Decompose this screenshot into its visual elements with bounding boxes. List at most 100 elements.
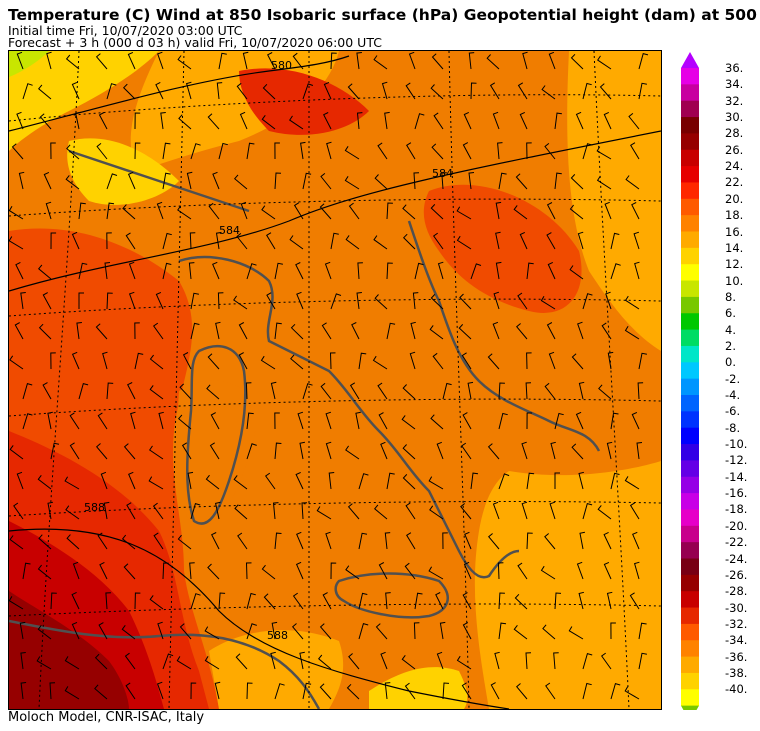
wind-barb (11, 143, 24, 160)
wind-barb (517, 292, 528, 310)
wind-barb (155, 81, 164, 100)
wind-barb (125, 682, 136, 700)
wind-barb (348, 202, 360, 220)
wind-barb (162, 142, 171, 160)
wind-barb (9, 206, 24, 220)
wind-barb (18, 171, 25, 190)
legend-label: 6. (725, 306, 736, 321)
legend-swatch (681, 493, 699, 510)
legend-bottom-arrow (681, 705, 699, 710)
legend-swatch (681, 313, 699, 331)
wind-barb (274, 172, 282, 190)
wind-barb (638, 352, 647, 370)
wind-barb (322, 592, 332, 610)
wind-barb (43, 171, 52, 190)
wind-barb (601, 322, 612, 340)
wind-barb (156, 201, 164, 220)
legend-top-arrow (681, 52, 699, 68)
wind-barb (190, 292, 199, 310)
wind-barb (234, 504, 248, 520)
wind-barb (207, 113, 220, 130)
legend-label: 2. (725, 338, 736, 353)
wind-barb (216, 82, 223, 100)
wind-barb (106, 232, 112, 250)
wind-barb (629, 592, 640, 610)
wind-barb (413, 172, 420, 190)
wind-barb (261, 205, 276, 220)
wind-barb (548, 351, 556, 370)
wind-barb (190, 322, 200, 340)
wind-barb (546, 232, 556, 250)
wind-barb (431, 143, 444, 160)
legend-swatch (681, 296, 699, 314)
legend-label: -30. (725, 600, 748, 615)
wind-barb (94, 653, 108, 670)
wind-barb (162, 262, 172, 280)
wind-barb (521, 501, 528, 520)
wind-barb (233, 174, 248, 190)
wind-barb (126, 502, 136, 520)
wind-barb (42, 382, 52, 400)
wind-barb (545, 682, 556, 700)
wind-barb (493, 291, 500, 310)
wind-barb (65, 54, 80, 70)
wind-barb (470, 82, 477, 100)
wind-barb (381, 81, 388, 100)
wind-barbs (9, 51, 649, 700)
wind-barb (384, 682, 391, 700)
wind-barb (384, 532, 391, 550)
wind-barb (610, 232, 620, 250)
legend-label: -14. (725, 469, 748, 484)
legend-label: -24. (725, 551, 748, 566)
wind-barb (344, 176, 360, 190)
legend-swatch (681, 411, 699, 429)
legend-swatch (681, 525, 699, 543)
wind-barb (323, 112, 332, 130)
wind-barb (37, 564, 52, 580)
wind-barb (218, 592, 226, 610)
wind-barb (546, 322, 556, 340)
wind-barb (9, 236, 24, 250)
wind-barb (261, 564, 276, 580)
contour-label: 588 (84, 501, 105, 514)
legend-label: 10. (725, 273, 744, 288)
wind-barb (405, 502, 416, 520)
wind-barb (630, 142, 640, 160)
wind-barb (515, 683, 528, 700)
wind-barb (204, 656, 220, 670)
wind-barb (162, 653, 174, 670)
wind-barb (134, 322, 140, 340)
wind-barb (470, 263, 482, 280)
wind-barb (487, 533, 500, 550)
wind-barb (525, 382, 532, 400)
wind-barb (71, 591, 80, 610)
wind-barb (494, 651, 500, 670)
wind-barb (373, 235, 388, 250)
wind-barb (385, 592, 391, 610)
wind-barb (78, 262, 88, 280)
wind-barb (274, 442, 282, 460)
wind-barb (261, 115, 276, 130)
wind-barb (95, 53, 108, 70)
wind-barb (351, 322, 360, 340)
wind-barb (540, 565, 556, 580)
contour-584 (9, 130, 661, 292)
wind-barb (263, 593, 276, 610)
wind-barb (128, 291, 136, 310)
wind-barb (330, 562, 337, 580)
legend-swatch (681, 264, 699, 282)
wind-barb (402, 474, 416, 490)
wind-barb (328, 472, 335, 490)
wind-barb (431, 53, 444, 70)
wind-barb (207, 563, 220, 580)
wind-barb (330, 52, 337, 70)
wind-barb (578, 381, 585, 400)
legend-label: -10. (725, 437, 748, 452)
wind-barb (319, 683, 332, 700)
wind-barb (517, 82, 528, 100)
wind-barb (123, 443, 136, 460)
wind-barb (519, 111, 528, 130)
wind-barb (179, 383, 192, 400)
wind-barb (98, 622, 108, 640)
wind-barb (582, 502, 593, 520)
